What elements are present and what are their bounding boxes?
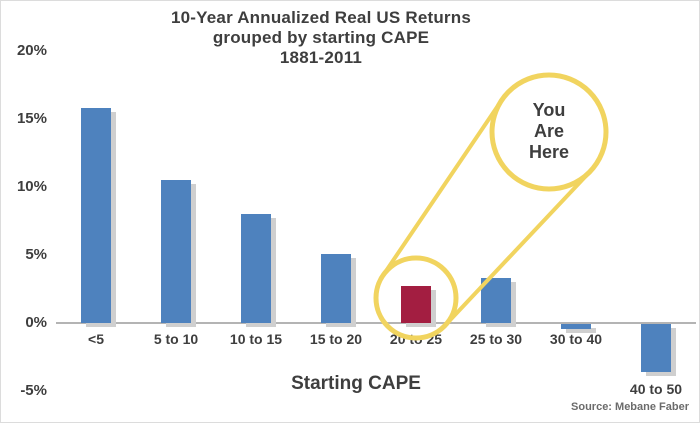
y-axis-tick-label: 15% <box>16 110 47 127</box>
bar <box>481 278 511 323</box>
bar <box>561 324 591 330</box>
y-axis-tick-label: 0% <box>25 314 47 331</box>
source-credit: Source: Mebane Faber <box>571 401 689 413</box>
chart-title-line3: 1881-2011 <box>279 48 363 67</box>
bar <box>161 180 191 323</box>
x-category-label: 15 to 20 <box>309 331 363 347</box>
x-category-label: 40 to 50 <box>629 380 683 397</box>
y-axis-tick-label: 20% <box>16 42 47 59</box>
bar <box>241 214 271 323</box>
y-axis-tick-label: -5% <box>20 382 47 399</box>
x-category-label: <5 <box>88 331 104 347</box>
x-category-label: 5 to 10 <box>153 331 199 347</box>
x-axis-line <box>56 322 696 324</box>
x-category-label: 10 to 15 <box>229 331 283 347</box>
y-axis-tick-label: 10% <box>16 178 47 195</box>
bar <box>641 324 671 372</box>
y-axis-tick-label: 5% <box>25 246 47 263</box>
x-axis-title: Starting CAPE <box>291 373 421 394</box>
bar-highlighted <box>401 286 431 323</box>
bar <box>81 108 111 323</box>
x-category-label: 25 to 30 <box>469 331 523 347</box>
chart-title-line2: grouped by starting CAPE <box>212 28 430 47</box>
chart-title: 10-Year Annualized Real US Returns group… <box>31 8 611 68</box>
bar <box>321 253 351 323</box>
x-category-label: 30 to 40 <box>549 331 603 347</box>
chart-title-line1: 10-Year Annualized Real US Returns <box>171 8 471 27</box>
x-category-label: 20 to 25 <box>389 331 443 347</box>
